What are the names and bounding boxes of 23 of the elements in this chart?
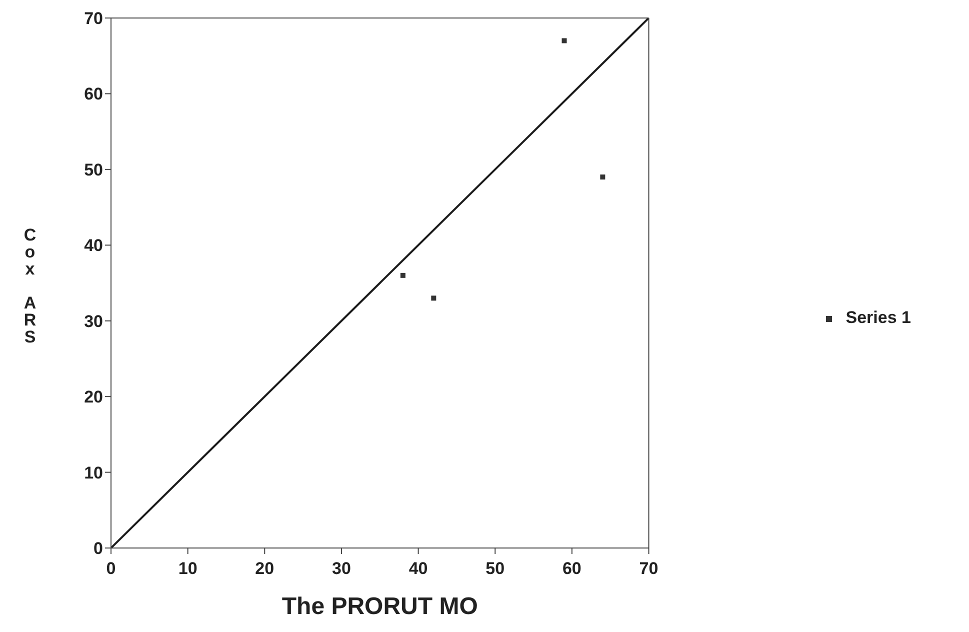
x-tick-label: 20 (255, 559, 274, 578)
x-tick-label: 0 (106, 559, 116, 578)
point (562, 38, 567, 44)
legend-label: Series 1 (846, 308, 911, 327)
y-tick-label: 40 (84, 236, 103, 256)
x-tick-label: 10 (178, 559, 198, 578)
y-tick-label: 10 (84, 463, 103, 482)
y-axis-title: Cox ARS (24, 226, 36, 346)
y-tick-label: 0 (94, 539, 103, 558)
y-tick-label: 30 (84, 312, 103, 331)
x-tick-label: 70 (639, 559, 658, 578)
y-tick-label: 50 (84, 160, 103, 180)
point (400, 272, 406, 278)
x-tick-label: 50 (486, 559, 505, 578)
y-tick-label: 60 (84, 84, 103, 104)
y-tick-label: 20 (84, 388, 103, 407)
y-tick-label: 70 (84, 9, 103, 28)
x-axis-title: The PRORUT MO (282, 593, 478, 620)
point (600, 174, 606, 180)
x-tick-label: 40 (408, 559, 428, 578)
x-tick-label: 60 (562, 559, 582, 578)
point (431, 296, 436, 301)
x-tick-label: 30 (332, 559, 351, 578)
